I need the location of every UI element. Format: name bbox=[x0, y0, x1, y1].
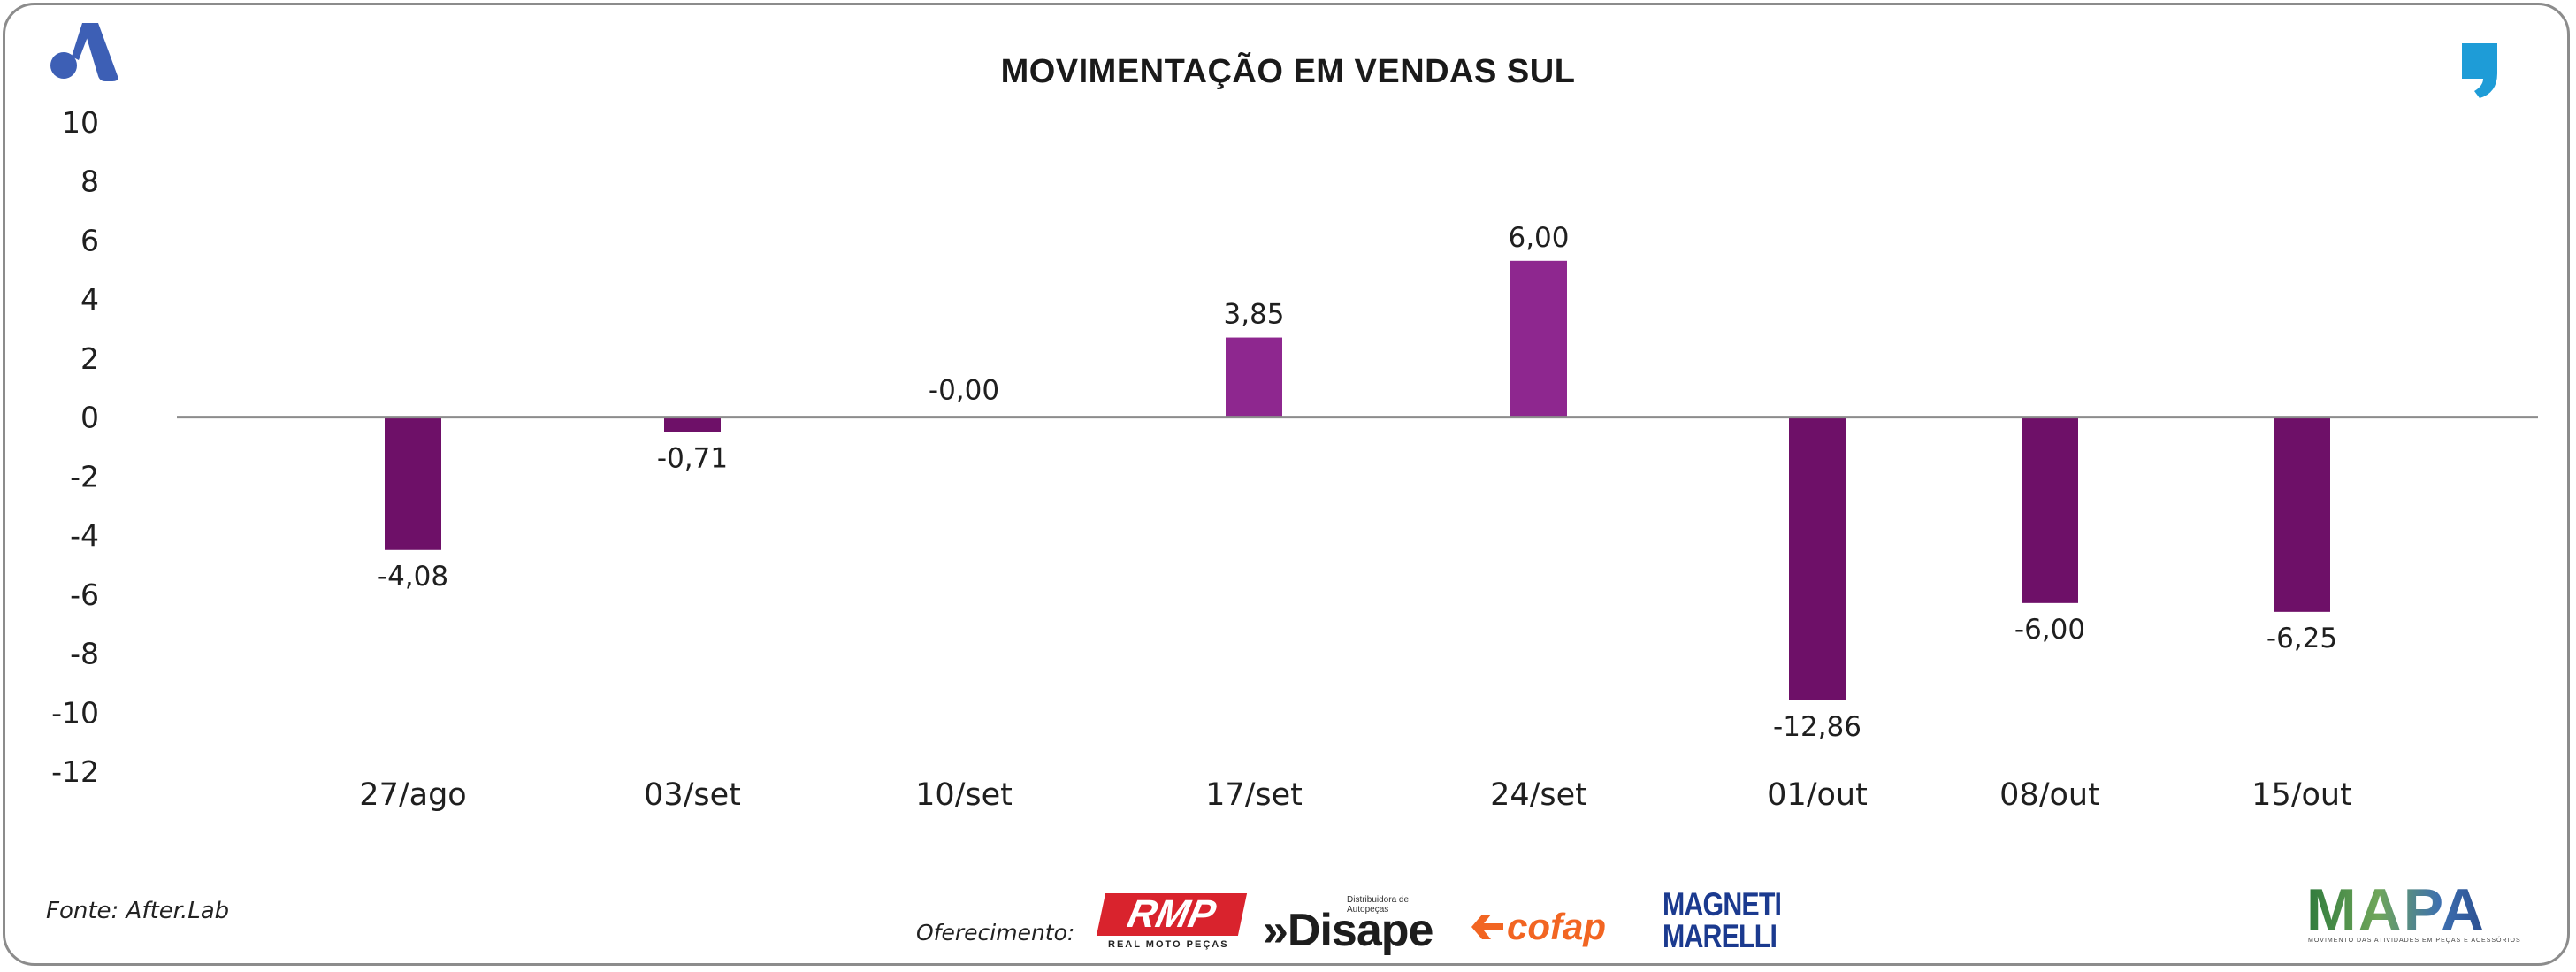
y-tick-label: -4 bbox=[70, 518, 99, 553]
data-label: 6,00 bbox=[1508, 222, 1569, 254]
disape-logo-subtitle: Distribuidora de Autopeças bbox=[1347, 895, 1410, 915]
source-note: Fonte: After.Lab bbox=[46, 898, 230, 924]
brand-a-logo-icon bbox=[50, 23, 118, 81]
x-tick-label: 27/ago bbox=[359, 777, 466, 813]
y-tick-label: 0 bbox=[80, 401, 99, 435]
y-tick-label: 2 bbox=[80, 341, 99, 376]
y-tick-label: 6 bbox=[80, 223, 99, 257]
x-tick-label: 10/set bbox=[915, 777, 1013, 813]
cofap-logo: cofap bbox=[1470, 900, 1647, 953]
data-label: -4,08 bbox=[378, 561, 448, 593]
data-label: -0,00 bbox=[929, 375, 999, 407]
mapa-logo-text: MAPA bbox=[2306, 876, 2487, 944]
x-tick-label: 24/set bbox=[1490, 777, 1587, 813]
y-tick-label: -12 bbox=[51, 754, 99, 789]
rmp-logo-text: RMP bbox=[1096, 892, 1248, 936]
cofap-mark-icon bbox=[1471, 915, 1503, 939]
chart-title: MOVIMENTAÇÃO EM VENDAS SUL bbox=[1000, 53, 1576, 90]
bar bbox=[1789, 417, 1846, 700]
y-tick-label: -8 bbox=[70, 637, 99, 671]
rmp-logo: RMP REAL MOTO PEÇAS bbox=[1096, 892, 1248, 955]
y-tick-label: -6 bbox=[70, 578, 99, 612]
bar bbox=[2274, 417, 2330, 612]
y-tick-label: -2 bbox=[70, 459, 99, 494]
disape-logo: Distribuidora de Autopeças »Disape bbox=[1263, 895, 1449, 957]
bar bbox=[664, 417, 721, 432]
mapa-logo-subtitle: MOVIMENTO DAS ATIVIDADES EM PEÇAS E ACES… bbox=[2308, 938, 2521, 944]
x-tick-label: 15/out bbox=[2251, 777, 2352, 813]
data-label: -6,00 bbox=[2014, 614, 2085, 646]
disape-logo-text: »Disape bbox=[1263, 905, 1433, 956]
y-tick-label: -10 bbox=[51, 695, 99, 730]
x-tick-label: 01/out bbox=[1767, 777, 1868, 813]
magneti-marelli-logo: MAGNETI MARELLI bbox=[1663, 886, 1795, 957]
x-tick-label: 03/set bbox=[644, 777, 741, 813]
bar bbox=[2022, 417, 2078, 603]
y-tick-label: 10 bbox=[62, 105, 99, 140]
sponsor-label: Oferecimento: bbox=[916, 920, 1075, 945]
data-label: -0,71 bbox=[657, 442, 728, 474]
x-tick-label: 08/out bbox=[1999, 777, 2100, 813]
y-tick-label: 4 bbox=[80, 282, 99, 317]
mapa-logo: MAPA MOVIMENTO DAS ATIVIDADES EM PEÇAS E… bbox=[2306, 876, 2520, 946]
x-tick-label: 17/set bbox=[1205, 777, 1303, 813]
cofap-logo-text: cofap bbox=[1507, 906, 1607, 947]
bar bbox=[1510, 260, 1567, 417]
bar bbox=[1226, 337, 1282, 417]
brand-comma-logo-icon bbox=[2462, 43, 2497, 98]
bar bbox=[385, 417, 441, 550]
data-label: 3,85 bbox=[1223, 299, 1284, 331]
data-label: -6,25 bbox=[2266, 623, 2337, 654]
data-label: -12,86 bbox=[1773, 711, 1861, 743]
magneti-logo-line2: MARELLI bbox=[1663, 918, 1777, 954]
rmp-logo-subtitle: REAL MOTO PEÇAS bbox=[1108, 939, 1229, 950]
y-tick-label: 8 bbox=[80, 165, 99, 199]
magneti-logo-line1: MAGNETI bbox=[1663, 886, 1782, 922]
